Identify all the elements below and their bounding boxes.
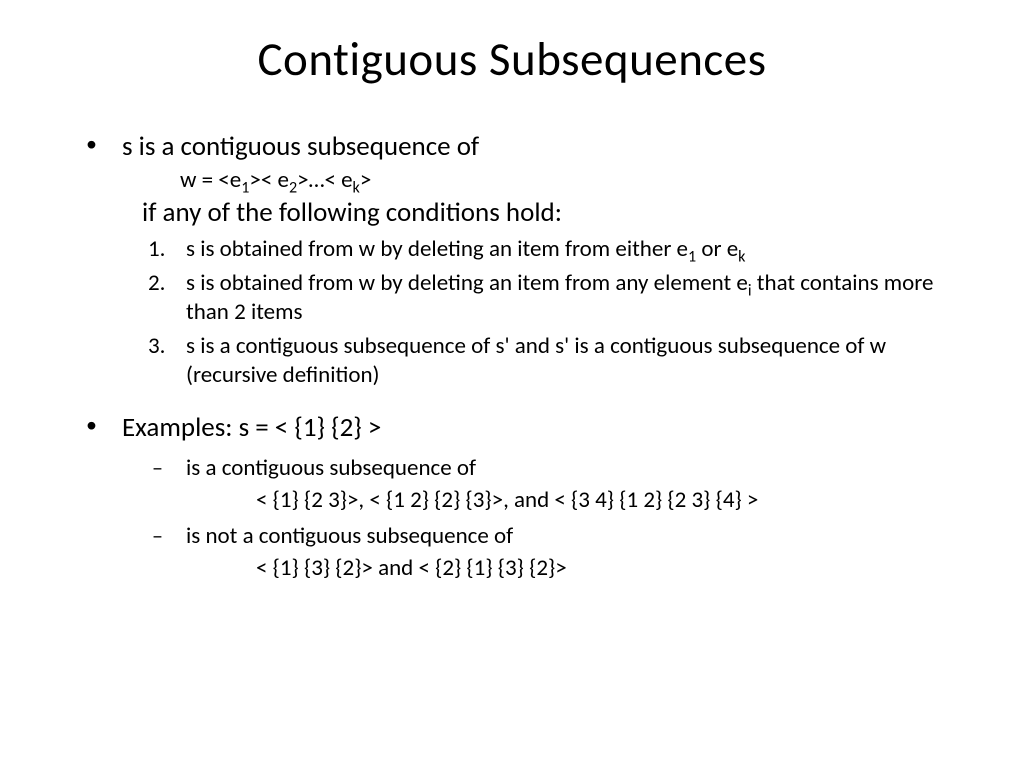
w-part: >: [360, 166, 371, 194]
bullet-2: • Examples: s = < {1} {2} >: [80, 411, 964, 445]
slide-body: • s is a contiguous subsequence of w = <…: [60, 130, 964, 584]
w-sub: 2: [289, 178, 297, 197]
w-definition: w = <e1>< e2>…< ek>: [80, 166, 964, 196]
bullet-icon: •: [80, 411, 122, 438]
sub: k: [738, 248, 745, 267]
condition-3-text: s is a contiguous subsequence of s' and …: [186, 332, 964, 391]
bullet-1: • s is a contiguous subsequence of: [80, 130, 964, 164]
example-2-lead: is not a contiguous subsequence of: [186, 522, 513, 552]
list-number: 1.: [148, 235, 186, 263]
example-1: – is a contiguous subsequence of: [80, 454, 964, 484]
w-part: w = <e: [180, 166, 241, 194]
text-part: s is obtained from w by deleting an item…: [186, 235, 688, 263]
example-1-lead: is a contiguous subsequence of: [186, 454, 476, 484]
condition-1-text: s is obtained from w by deleting an item…: [186, 235, 746, 264]
bullet-1-text: s is a contiguous subsequence of: [122, 130, 479, 164]
list-number: 3.: [148, 332, 186, 360]
condition-2: 2. s is obtained from w by deleting an i…: [80, 269, 964, 328]
text-part: s is obtained from w by deleting an item…: [186, 269, 748, 297]
w-part: >…< e: [297, 166, 352, 194]
example-2: – is not a contiguous subsequence of: [80, 522, 964, 552]
conditions-intro: if any of the following conditions hold:: [80, 196, 964, 230]
bullet-2-text: Examples: s = < {1} {2} >: [122, 411, 381, 445]
condition-1: 1. s is obtained from w by deleting an i…: [80, 235, 964, 264]
w-part: >< e: [249, 166, 289, 194]
text-part: or e: [696, 235, 738, 263]
sub: 1: [688, 248, 696, 267]
example-1-detail: < {1} {2 3}>, < {1 2} {2} {3}>, and < {3…: [80, 486, 964, 516]
list-number: 2.: [148, 269, 186, 297]
dash-icon: –: [152, 454, 186, 481]
bullet-icon: •: [80, 130, 122, 157]
dash-icon: –: [152, 522, 186, 549]
condition-2-text: s is obtained from w by deleting an item…: [186, 269, 964, 328]
example-2-detail: < {1} {3} {2}> and < {2} {1} {3} {2}>: [80, 554, 964, 584]
condition-3: 3. s is a contiguous subsequence of s' a…: [80, 332, 964, 391]
w-sub: k: [353, 178, 360, 197]
slide-title: Contiguous Subsequences: [60, 30, 964, 88]
